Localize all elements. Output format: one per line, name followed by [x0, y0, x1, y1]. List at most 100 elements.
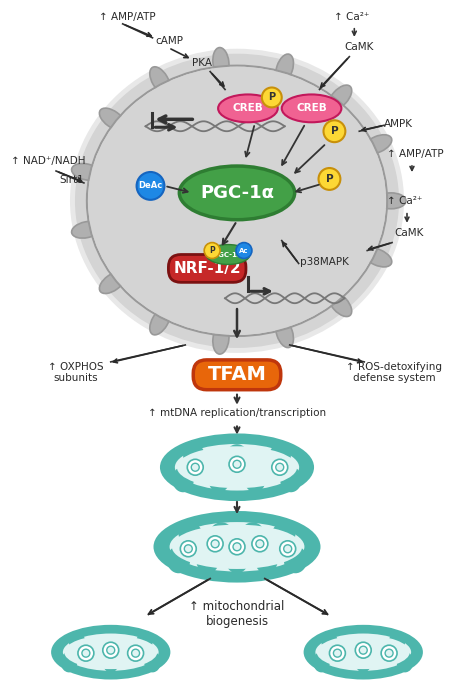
- Text: PGC-1α: PGC-1α: [214, 252, 242, 258]
- Ellipse shape: [179, 166, 295, 220]
- Circle shape: [319, 168, 340, 190]
- Circle shape: [272, 459, 288, 475]
- Text: p38MAPK: p38MAPK: [300, 258, 348, 267]
- Circle shape: [103, 642, 118, 658]
- Ellipse shape: [196, 546, 219, 574]
- Text: Ac: Ac: [239, 248, 249, 254]
- Ellipse shape: [255, 546, 278, 574]
- Ellipse shape: [51, 625, 170, 679]
- Circle shape: [191, 463, 199, 471]
- Ellipse shape: [210, 522, 233, 546]
- Ellipse shape: [69, 634, 86, 651]
- Circle shape: [329, 645, 346, 661]
- Ellipse shape: [144, 651, 161, 672]
- Ellipse shape: [100, 108, 125, 130]
- Circle shape: [280, 541, 296, 557]
- Text: ↑ AMP/ATP: ↑ AMP/ATP: [387, 149, 444, 159]
- Circle shape: [107, 647, 115, 654]
- Circle shape: [236, 243, 252, 258]
- Ellipse shape: [364, 248, 392, 267]
- Ellipse shape: [355, 651, 372, 672]
- Text: AMPK: AMPK: [384, 119, 413, 130]
- Ellipse shape: [280, 466, 302, 492]
- Circle shape: [180, 541, 196, 557]
- Ellipse shape: [154, 511, 320, 582]
- Text: CREB: CREB: [233, 104, 264, 113]
- Text: ↑ Ca²⁺: ↑ Ca²⁺: [387, 196, 422, 206]
- Ellipse shape: [328, 85, 352, 110]
- Circle shape: [207, 536, 223, 552]
- Ellipse shape: [62, 632, 160, 672]
- Text: NRF-1/2: NRF-1/2: [173, 261, 241, 276]
- Ellipse shape: [88, 67, 386, 335]
- Text: P: P: [330, 126, 338, 136]
- Text: DeAc: DeAc: [138, 181, 163, 190]
- Text: ↑ AMP/ATP: ↑ AMP/ATP: [99, 12, 155, 22]
- Ellipse shape: [213, 48, 229, 77]
- Ellipse shape: [304, 625, 423, 679]
- Ellipse shape: [150, 67, 170, 94]
- Circle shape: [276, 463, 284, 471]
- Circle shape: [132, 649, 139, 657]
- Circle shape: [211, 540, 219, 548]
- Ellipse shape: [64, 635, 157, 669]
- Text: PKA: PKA: [192, 58, 212, 68]
- Text: ↑ mitochondrial
biogenesis: ↑ mitochondrial biogenesis: [189, 600, 285, 629]
- Circle shape: [252, 536, 268, 552]
- Circle shape: [82, 649, 90, 657]
- Ellipse shape: [244, 466, 266, 492]
- Circle shape: [233, 460, 241, 469]
- Text: ↑ ROS-detoxifying
defense system: ↑ ROS-detoxifying defense system: [346, 362, 442, 383]
- Ellipse shape: [241, 522, 264, 546]
- Ellipse shape: [269, 444, 291, 466]
- Circle shape: [187, 459, 203, 475]
- Text: P: P: [210, 246, 215, 255]
- FancyBboxPatch shape: [168, 254, 246, 282]
- Ellipse shape: [72, 164, 101, 180]
- Ellipse shape: [276, 54, 293, 83]
- Ellipse shape: [218, 94, 278, 122]
- Ellipse shape: [72, 222, 101, 238]
- Ellipse shape: [321, 634, 338, 651]
- Text: P: P: [268, 93, 275, 102]
- Ellipse shape: [276, 318, 293, 348]
- Ellipse shape: [226, 444, 248, 466]
- Circle shape: [333, 649, 341, 657]
- Ellipse shape: [213, 325, 229, 354]
- Ellipse shape: [160, 434, 314, 501]
- Text: CREB: CREB: [296, 104, 327, 113]
- Circle shape: [356, 642, 371, 658]
- Ellipse shape: [172, 524, 302, 569]
- Ellipse shape: [225, 546, 249, 574]
- Circle shape: [385, 649, 393, 657]
- Circle shape: [256, 540, 264, 548]
- Ellipse shape: [397, 651, 413, 672]
- Text: ↑ NAD⁺/NADH: ↑ NAD⁺/NADH: [11, 156, 86, 166]
- FancyBboxPatch shape: [193, 360, 281, 389]
- Text: CaMK: CaMK: [345, 42, 374, 52]
- Circle shape: [229, 456, 245, 472]
- Circle shape: [323, 120, 346, 142]
- Ellipse shape: [167, 546, 190, 574]
- Ellipse shape: [328, 292, 352, 316]
- Ellipse shape: [174, 443, 300, 492]
- Ellipse shape: [364, 135, 392, 153]
- Ellipse shape: [208, 466, 230, 492]
- Circle shape: [233, 543, 241, 551]
- Text: ↑ OXPHOS
subunits: ↑ OXPHOS subunits: [48, 362, 104, 383]
- Circle shape: [137, 172, 164, 200]
- Circle shape: [284, 545, 292, 552]
- Circle shape: [78, 645, 94, 661]
- Ellipse shape: [70, 48, 404, 353]
- Ellipse shape: [272, 522, 295, 546]
- Circle shape: [204, 243, 220, 258]
- Text: Sirt1: Sirt1: [59, 175, 84, 185]
- Circle shape: [229, 539, 245, 554]
- Ellipse shape: [206, 245, 250, 265]
- Ellipse shape: [100, 271, 125, 293]
- Ellipse shape: [169, 521, 305, 573]
- Ellipse shape: [183, 444, 205, 466]
- Text: ↑ Ca²⁺: ↑ Ca²⁺: [335, 12, 370, 22]
- Text: TFAM: TFAM: [208, 366, 266, 384]
- Ellipse shape: [150, 308, 170, 335]
